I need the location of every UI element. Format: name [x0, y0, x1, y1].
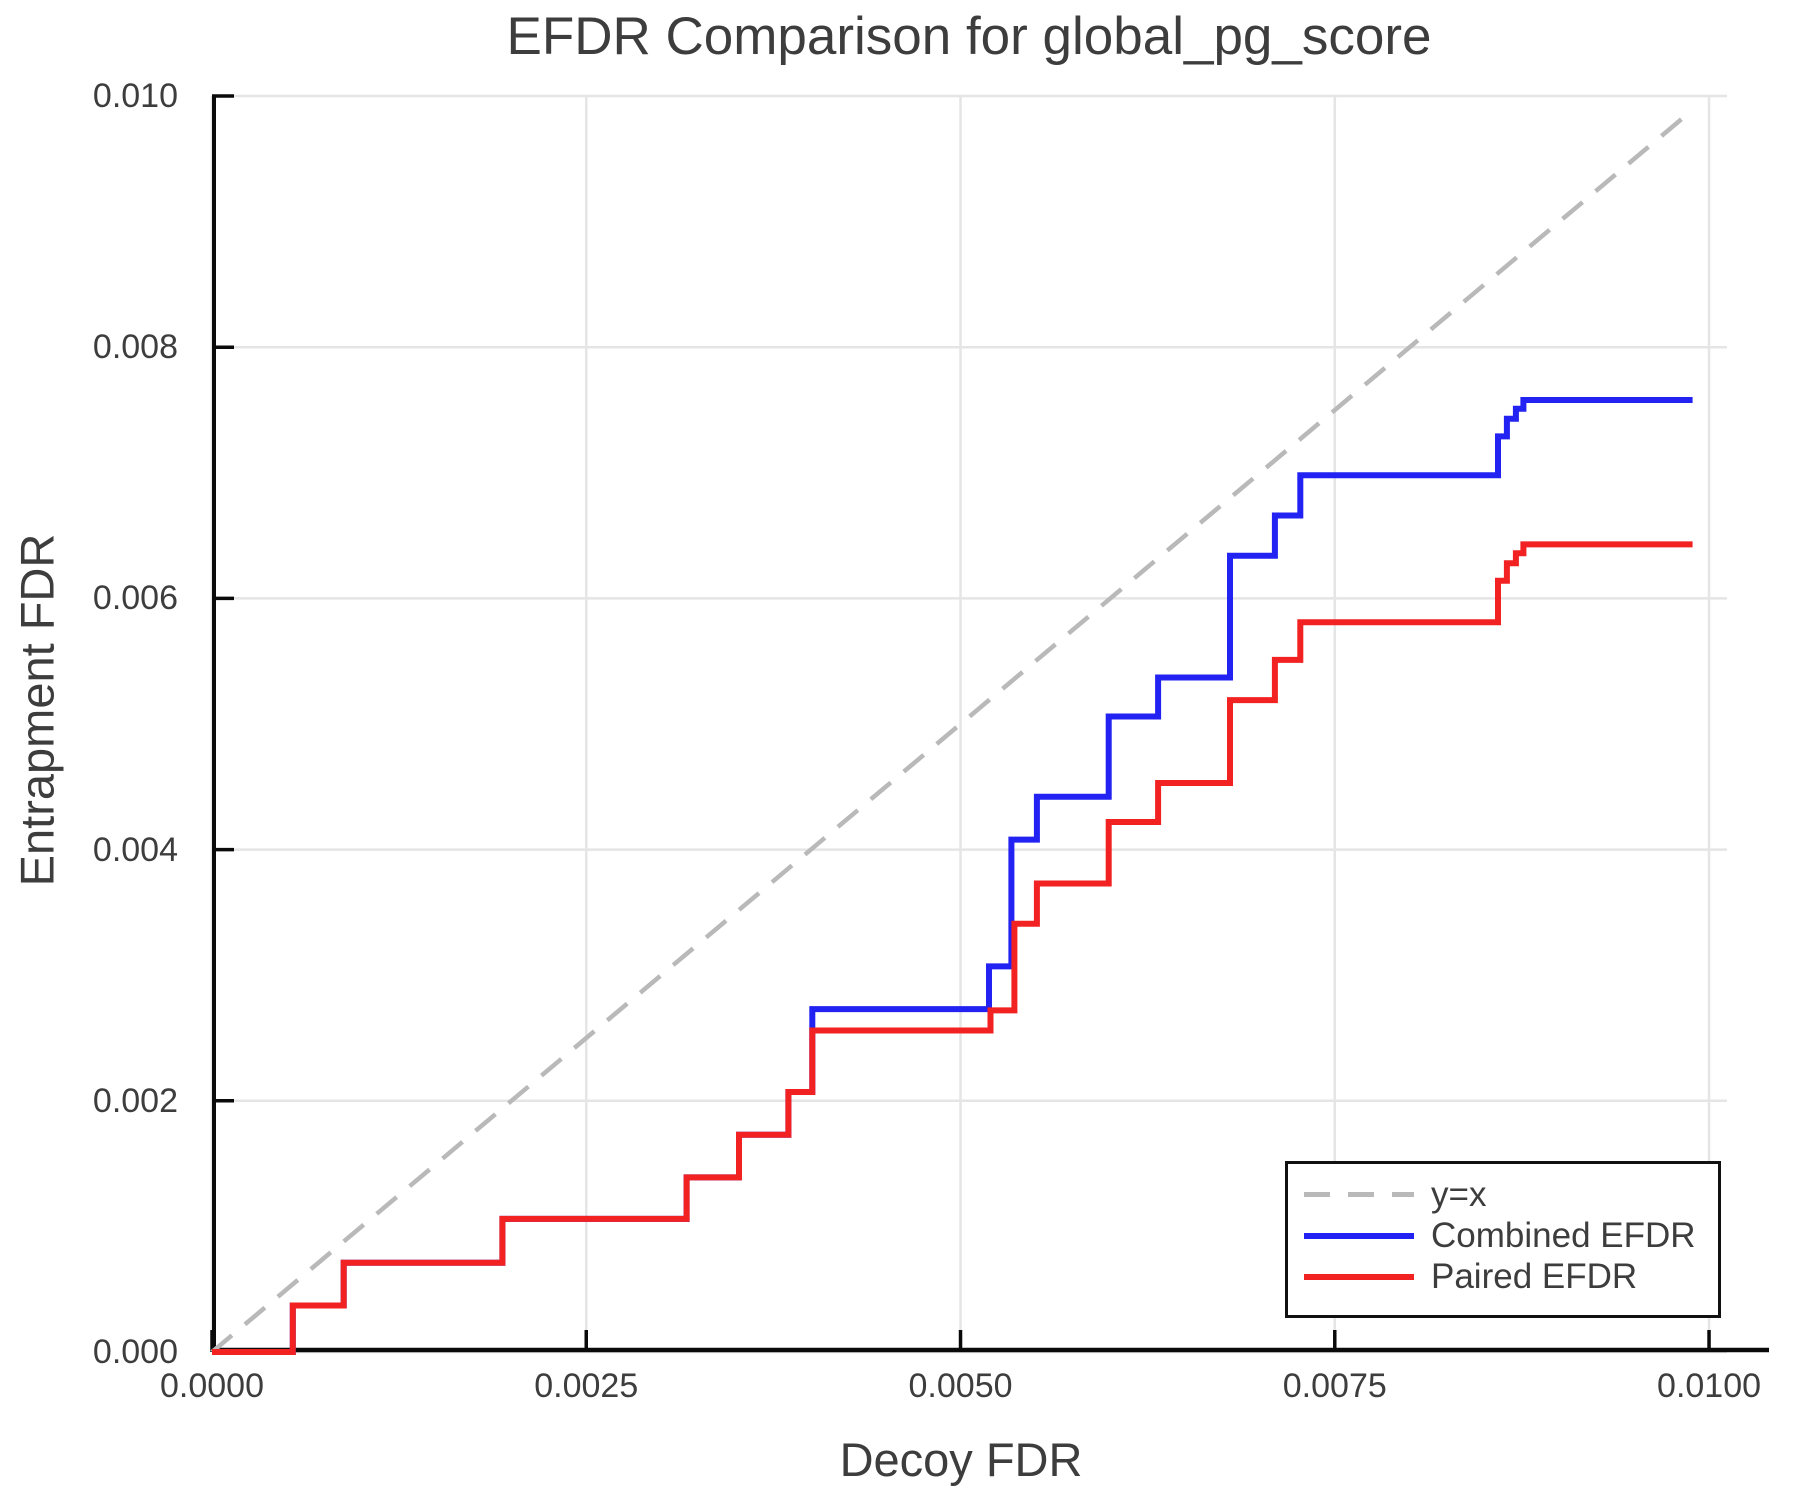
x-axis-label: Decoy FDR — [839, 1433, 1083, 1486]
y-tick-label: 0.000 — [92, 1333, 178, 1371]
x-tick-label: 0.0075 — [1282, 1367, 1387, 1405]
y-tick-label: 0.010 — [92, 77, 178, 115]
x-tick-label: 0.0050 — [908, 1367, 1013, 1405]
y-tick-label: 0.004 — [92, 830, 178, 869]
y-x-line — [210, 106, 1696, 1354]
legend-label: Paired EFDR — [1431, 1256, 1638, 1296]
legend: y=x Combined EFDR Paired EFDR — [1285, 1161, 1721, 1318]
x-tick-label: 0.0000 — [160, 1367, 264, 1405]
legend-line-sample-combined-efdr — [1304, 1232, 1414, 1239]
x-tick-label: 0.0100 — [1657, 1367, 1762, 1405]
y-tick-label: 0.006 — [92, 579, 178, 618]
legend-label: y=x — [1431, 1174, 1487, 1214]
y-tick-label: 0.002 — [92, 1081, 178, 1120]
x-tick-label: 0.0025 — [534, 1367, 639, 1405]
paired-efdr-line — [212, 541, 1693, 1355]
y-tick-label: 0.008 — [92, 328, 178, 367]
legend-label: Combined EFDR — [1431, 1215, 1696, 1255]
chart-svg — [210, 94, 1769, 1355]
legend-entry-paired-efdr: Paired EFDR — [1304, 1256, 1718, 1297]
legend-line-sample-yx — [1304, 1192, 1414, 1197]
plot-area: y=x Combined EFDR Paired EFDR — [210, 94, 1769, 1355]
legend-entry-yx: y=x — [1304, 1174, 1718, 1215]
legend-entry-combined-efdr: Combined EFDR — [1304, 1215, 1718, 1256]
chart-title: EFDR Comparison for global_pg_score — [506, 7, 1432, 66]
legend-line-sample-paired-efdr — [1304, 1273, 1414, 1280]
